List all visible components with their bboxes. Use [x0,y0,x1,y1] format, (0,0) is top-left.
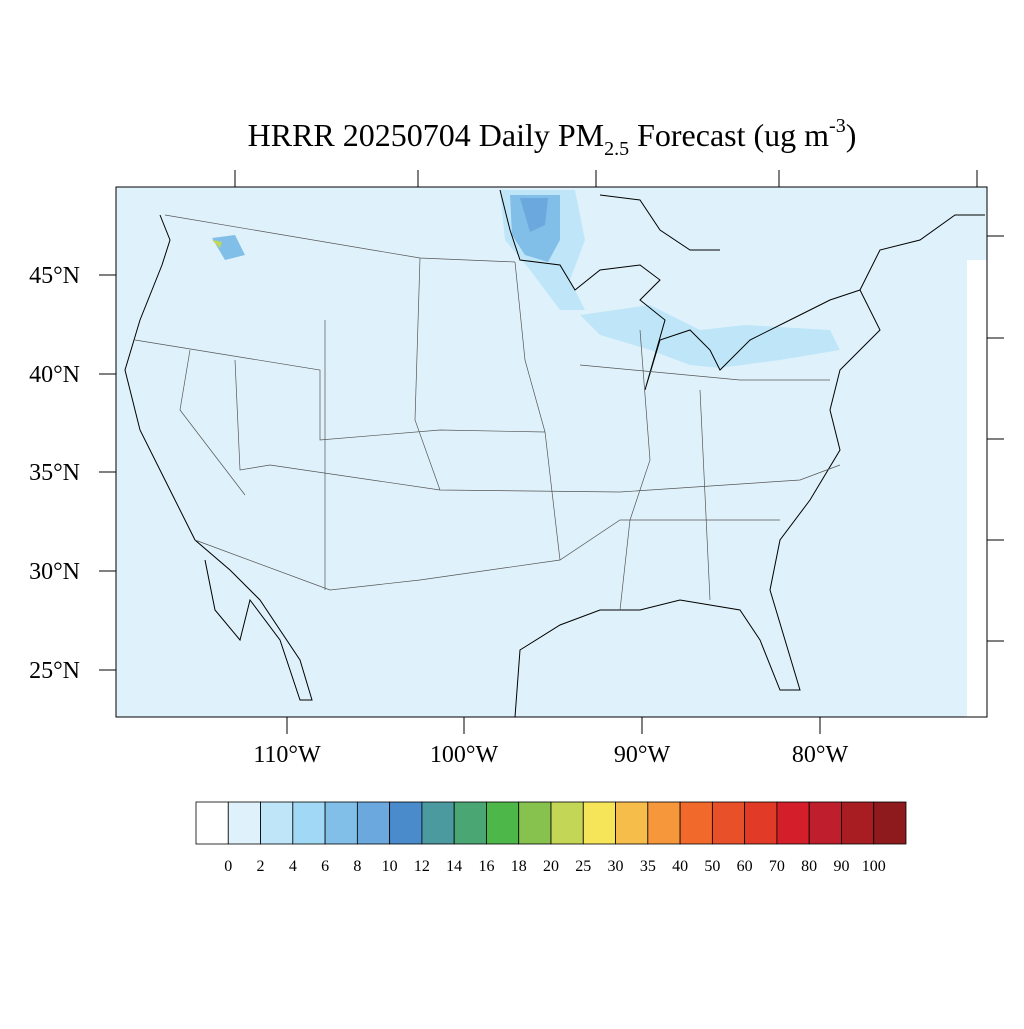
title-superscript: -3 [829,115,846,137]
colorbar-box [615,801,649,845]
colorbar: 0 2 4 6 8 10 12 14 16 18 20 25 30 35 40 50 60 70 80 90 100 [195,801,907,875]
lat-label: 45°N [29,263,80,289]
colorbar-label: 90 [833,858,849,875]
colorbar-label: 100 [862,858,886,875]
colorbar-box [324,801,358,845]
colorbar-box [679,801,713,845]
colorbar-label: 14 [446,858,462,875]
lat-label: 40°N [29,362,80,388]
colorbar-label: 20 [543,858,559,875]
colorbar-box [647,801,681,845]
map-frame [115,186,988,718]
colorbar-box [260,801,294,845]
colorbar-label: 70 [769,858,785,875]
lon-label: 80°W [792,742,849,768]
colorbar-box [356,801,391,845]
colorbar-box [518,801,552,845]
lat-label: 30°N [29,559,80,585]
colorbar-box [841,801,875,845]
lon-label: 100°W [430,742,499,768]
colorbar-label: 80 [801,858,817,875]
frame-ticks [99,170,1004,734]
colorbar-label: 60 [737,858,753,875]
colorbar-box [582,801,616,845]
plume [212,235,245,260]
colorbar-label: 6 [321,858,329,875]
colorbar-box [711,801,746,845]
colorbar-box [776,801,810,845]
colorbar-box [808,801,842,845]
colorbar-box [292,801,326,845]
colorbar-box [873,801,907,845]
colorbar-label: 4 [289,858,297,875]
map-title: HRRR 20250704 Daily PM2.5 Forecast (ug m… [248,115,857,160]
axis-labels: 45°N 40°N 35°N 30°N 25°N 110°W 100°W 90°W 80°W [29,263,848,768]
lat-label: 35°N [29,460,80,486]
colorbar-label: 10 [382,858,398,875]
title-text: Forecast (ug m [629,117,829,153]
colorbar-box [195,801,229,845]
lon-label: 90°W [614,742,671,768]
colorbar-label: 0 [224,858,232,875]
lat-label: 25°N [29,658,80,684]
colorbar-box [486,801,520,845]
colorbar-label: 25 [575,858,591,875]
colorbar-label: 35 [640,858,656,875]
plume [580,305,840,368]
colorbar-label: 50 [704,858,720,875]
title-text: HRRR 20250704 Daily PM [248,117,604,153]
plume [212,240,222,248]
colorbar-box [421,801,455,845]
map [99,170,1004,734]
title-subscript: 2.5 [604,138,629,160]
title-text: ) [846,117,857,153]
colorbar-box [389,801,423,845]
colorbar-box [744,801,778,845]
colorbar-label: 8 [353,858,361,875]
colorbar-label: 16 [478,858,494,875]
colorbar-label: 18 [511,858,527,875]
lon-label: 110°W [253,742,321,768]
colorbar-box [550,801,584,845]
colorbar-label: 40 [672,858,688,875]
colorbar-box [227,801,261,845]
colorbar-label: 2 [257,858,265,875]
colorbar-label: 30 [608,858,624,875]
colorbar-label: 12 [414,858,430,875]
colorbar-box [453,801,487,845]
no-data-strip [967,260,987,717]
plume [520,198,548,232]
